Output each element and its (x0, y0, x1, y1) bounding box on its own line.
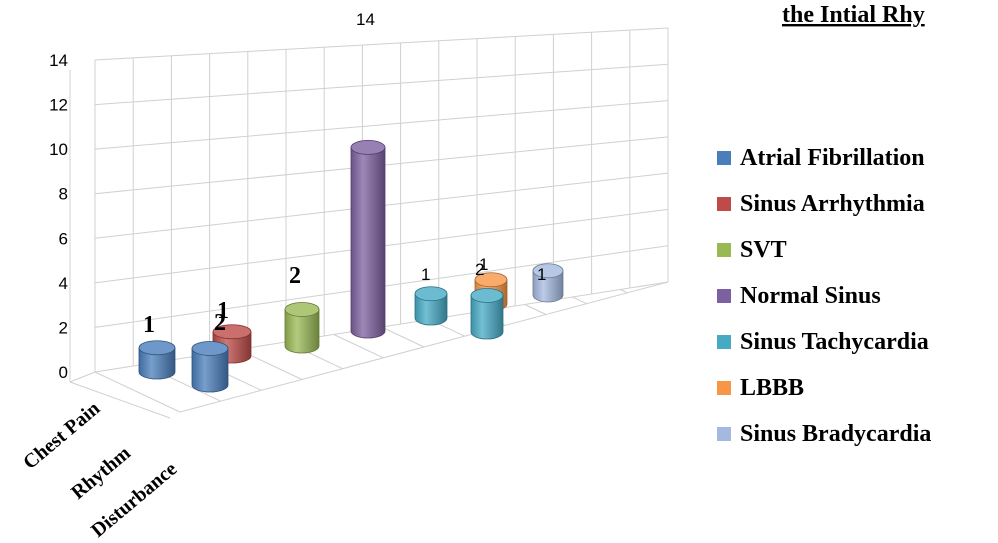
bar-svt (284, 302, 320, 354)
data-label: 1 (479, 255, 488, 274)
bar-body (414, 293, 448, 326)
data-label: 1 (217, 298, 229, 324)
legend-item: Normal Sinus (717, 283, 881, 309)
chart-title: the Intial Rhy (782, 2, 925, 28)
bar-top (212, 324, 252, 340)
legend-item: Sinus Bradycardia (717, 421, 931, 447)
legend-label: Sinus Bradycardia (740, 421, 931, 447)
data-label: 14 (356, 10, 375, 29)
legend-item: SVT (717, 237, 787, 263)
floor-line (69, 381, 171, 419)
legend-item: Atrial Fibrillation (717, 145, 925, 171)
bar-top (532, 263, 564, 279)
data-label: 2 (214, 310, 226, 336)
gridline (69, 371, 96, 383)
bar-body (532, 270, 564, 303)
bar-top (191, 341, 229, 356)
legend-item: Sinus Tachycardia (717, 329, 929, 355)
floor-line (572, 296, 587, 305)
category-label: Chest Pain (19, 397, 104, 474)
y-tick-label: 0 (59, 363, 68, 382)
legend: Atrial Fibrillation Sinus Arrhythmia SVT No… (717, 145, 931, 447)
bar-body (138, 347, 176, 380)
gridline (94, 100, 669, 150)
gridline (94, 63, 669, 106)
bar-sinus-bradycardia (532, 263, 564, 303)
y-tick-label: 8 (59, 185, 68, 204)
chart-gridlines (69, 27, 669, 419)
bar-body (284, 309, 320, 354)
bar-top (284, 302, 320, 317)
y-tick-label: 14 (49, 51, 68, 70)
bar-atrial-fibrillation (138, 340, 176, 380)
floor-line (381, 326, 425, 348)
legend-label: SVT (740, 237, 787, 263)
legend-label: Sinus Arrhythmia (740, 191, 925, 217)
legend-swatch (717, 381, 731, 395)
y-tick-label: 6 (59, 229, 68, 248)
y-axis-ticks: 0 2 4 6 8 10 12 14 (49, 51, 68, 382)
legend-item: LBBB (717, 375, 804, 401)
y-tick-label: 12 (49, 96, 68, 115)
legend-item: Sinus Arrhythmia (717, 191, 925, 217)
floor-line (333, 334, 384, 359)
data-label: 2 (289, 263, 301, 289)
y-tick-label: 2 (59, 318, 68, 337)
legend-label: Atrial Fibrillation (740, 145, 925, 171)
bar-atrial-fibrillation (191, 341, 229, 393)
y-tick-label: 10 (49, 140, 68, 159)
data-label: 1 (421, 265, 430, 284)
legend-label: Sinus Tachycardia (740, 329, 929, 355)
bar-top (474, 272, 508, 288)
floor-line (94, 371, 181, 413)
chart-bars (138, 139, 564, 393)
bar-body (470, 295, 504, 340)
gridline (94, 27, 669, 61)
data-label: 1 (537, 265, 546, 284)
bar-normal-sinus (350, 139, 386, 339)
bar-sinus-tachycardia (414, 286, 448, 326)
data-label: 1 (143, 312, 155, 338)
bar-sinus-tachycardia (470, 288, 504, 340)
floor-line (524, 304, 547, 315)
floor-line (620, 289, 628, 294)
bar-top (350, 139, 386, 155)
bar-body (350, 147, 386, 339)
legend-swatch (717, 243, 731, 257)
legend-swatch (717, 151, 731, 165)
legend-swatch (717, 427, 731, 441)
bar-top (414, 286, 448, 302)
bar-body (191, 348, 229, 393)
y-tick-label: 4 (59, 274, 68, 293)
legend-label: Normal Sinus (740, 283, 881, 309)
bar-top (470, 288, 504, 303)
bar-top (138, 340, 176, 356)
legend-swatch (717, 197, 731, 211)
legend-label: LBBB (740, 375, 804, 401)
legend-swatch (717, 335, 731, 349)
legend-swatch (717, 289, 731, 303)
data-label: 2 (475, 260, 484, 279)
